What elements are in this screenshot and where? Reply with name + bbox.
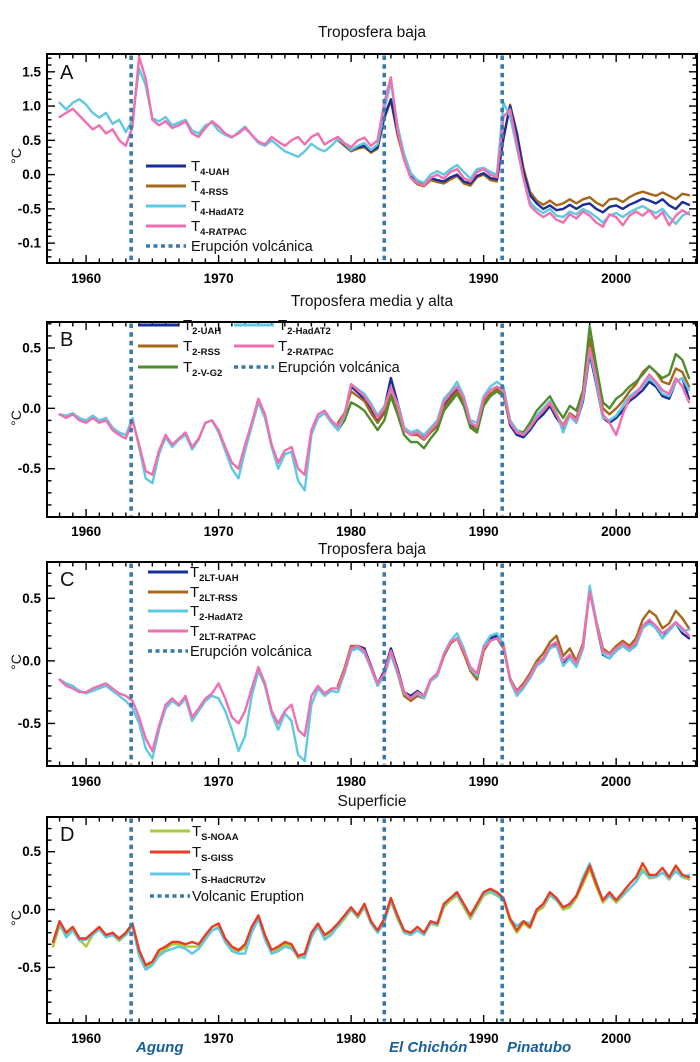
- legend-label: T4-UAH: [191, 158, 229, 178]
- plot-frame: [46, 561, 698, 767]
- series-TS-HadCRUT2v: [51, 862, 691, 971]
- legend-label: T2-HadAT2: [278, 317, 331, 337]
- x-tick-label: 1980: [336, 271, 366, 286]
- x-tick-label: 1980: [336, 1031, 366, 1046]
- legend-label: Volcanic Eruption: [192, 889, 304, 905]
- x-tick-label: 1960: [71, 271, 101, 286]
- panel-a-letter: A: [60, 62, 74, 84]
- x-tick-label: 1970: [204, 524, 234, 539]
- panel-C: 1960 1970 1980 1990 20000.50.0-0.5T2LT-UAHT2…: [18, 561, 698, 789]
- panel-B: 1960 1970 1980 1990 20000.50.0-0.5T2-UAHT2-R…: [18, 317, 698, 539]
- panel-A: 1960 1970 1980 1990 2000 1.5 1.0 0.5 0.0 -0.5 -0.1…: [18, 53, 698, 286]
- legend: T2LT-UAHT2LT-RSST2-HadAT2T2LT-RATPACErup…: [148, 564, 313, 660]
- plot-frame: [46, 321, 698, 518]
- x-tick-label: 1990: [469, 524, 499, 539]
- x-tick-label: 2000: [601, 524, 631, 539]
- legend-label: T4-HadAT2: [191, 198, 244, 218]
- plot-frame: [46, 53, 698, 264]
- x-tick-label: 1970: [204, 774, 234, 789]
- legend-label: T2-V-G2: [183, 359, 222, 379]
- y-tick-label: 1.5: [22, 64, 41, 79]
- axis-ticks: [47, 816, 697, 1023]
- y-tick-label: 0.5: [22, 340, 41, 355]
- series-T4-HadAT2: [58, 67, 691, 226]
- panel-d-ylabel: °C: [8, 910, 24, 926]
- legend-label: T2LT-UAH: [190, 564, 239, 584]
- y-tick-label: 0.5: [22, 844, 41, 859]
- x-tick-label: 1970: [204, 271, 234, 286]
- series-T2-RATPAC: [58, 346, 691, 476]
- legend-label: T2-UAH: [183, 317, 221, 337]
- panel-d-letter: D: [60, 824, 75, 846]
- y-tick-label: 0.5: [22, 591, 41, 606]
- y-tick-label: 0.0: [22, 167, 41, 182]
- plot-frame: [46, 816, 698, 1024]
- volcano-label-agung: Agung: [136, 1039, 184, 1056]
- legend-label: T4-RSS: [191, 178, 228, 198]
- volcano-label-elchichon: El Chichón: [389, 1039, 468, 1056]
- panel-b-ylabel: °C: [8, 410, 24, 426]
- y-tick-label: -0.5: [18, 960, 42, 975]
- legend-label: T2-RSS: [183, 338, 220, 358]
- y-tick-label: -0.5: [18, 201, 42, 216]
- series-T2LT-RATPAC: [58, 590, 691, 753]
- y-tick-label: -0.1: [18, 236, 42, 251]
- x-tick-label: 1980: [336, 774, 366, 789]
- y-tick-label: 0.5: [22, 133, 41, 148]
- y-tick-label: 0.0: [22, 653, 41, 668]
- panel-a-ylabel: °C: [8, 148, 24, 164]
- series-TS-GISS: [51, 862, 691, 967]
- x-tick-label: 2000: [601, 271, 631, 286]
- legend-label: TS-NOAA: [192, 823, 239, 843]
- y-tick-label: -0.5: [18, 716, 42, 731]
- panel-d-title: Superficie: [337, 793, 407, 810]
- axis-ticks: [47, 322, 697, 518]
- x-tick-label: 1990: [469, 271, 499, 286]
- panel-c-letter: C: [60, 569, 75, 591]
- x-tick-label: 1960: [71, 774, 101, 789]
- x-tick-label: 2000: [601, 774, 631, 789]
- series-T4-RATPAC: [58, 55, 691, 228]
- x-tick-label: 1980: [336, 524, 366, 539]
- y-tick-label: -0.5: [18, 461, 42, 476]
- legend-label: T2-HadAT2: [190, 603, 243, 623]
- series-T4-UAH: [336, 98, 691, 214]
- panel-b-letter: B: [60, 329, 74, 351]
- legend-label: TS-HadCRUT2v: [192, 866, 266, 886]
- panel-D: 1960 1970 1980 1990 20000.50.0-0.5TS-NOAATS-…: [18, 816, 698, 1046]
- x-tick-label: 2000: [601, 1031, 631, 1046]
- legend-label: Erupción volcánica: [190, 644, 313, 660]
- x-tick-label: 1990: [469, 774, 499, 789]
- panel-b-title: Troposfera media y alta: [290, 293, 454, 310]
- legend-label: T2-RATPAC: [278, 338, 334, 358]
- x-tick-label: 1960: [71, 1031, 101, 1046]
- y-tick-label: 1.0: [22, 99, 41, 114]
- legend-label: T4-RATPAC: [191, 218, 247, 238]
- y-tick-label: 0.0: [22, 401, 41, 416]
- legend-label: Erupción volcánica: [191, 239, 314, 255]
- legend-label: Erupción volcánica: [278, 360, 401, 376]
- y-tick-label: 0.0: [22, 902, 41, 917]
- legend-label: TS-GISS: [192, 844, 233, 864]
- volcano-label-pinatubo: Pinatubo: [507, 1039, 572, 1056]
- x-tick-label: 1990: [469, 1031, 499, 1046]
- panel-c-title: Troposfera baja: [318, 541, 426, 558]
- panel-a-title: Troposfera baja: [318, 24, 426, 41]
- legend-label: T2LT-RSS: [190, 584, 238, 604]
- x-tick-label: 1970: [204, 1031, 234, 1046]
- x-tick-label: 1960: [71, 524, 101, 539]
- legend-label: T2LT-RATPAC: [190, 623, 256, 643]
- panel-c-ylabel: °C: [8, 654, 24, 670]
